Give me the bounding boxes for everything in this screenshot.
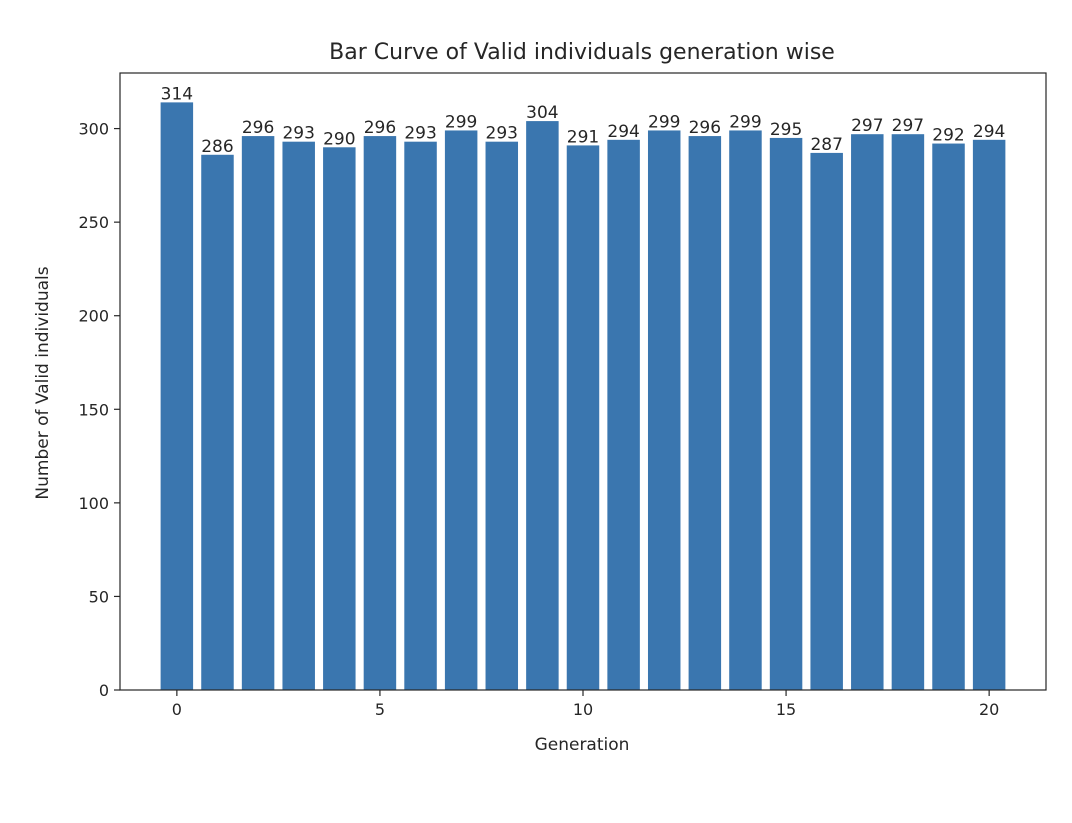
bar	[363, 136, 397, 690]
bar-value-label: 304	[526, 103, 558, 123]
x-tick-label: 20	[979, 700, 999, 719]
x-tick-label: 5	[375, 700, 385, 719]
bar	[323, 147, 356, 691]
chart-title: Bar Curve of Valid individuals generatio…	[329, 40, 835, 65]
bar	[485, 141, 519, 690]
bar-value-label: 296	[689, 118, 721, 138]
bar-value-label: 314	[161, 84, 193, 104]
y-tick-label: 300	[78, 120, 109, 139]
bar	[769, 137, 803, 690]
bar-value-label: 293	[404, 124, 436, 144]
bar	[282, 141, 315, 690]
bar	[607, 139, 640, 690]
bar	[566, 145, 600, 691]
bar-value-label: 293	[282, 124, 314, 144]
bar-value-label: 294	[973, 122, 1005, 142]
bar	[688, 136, 722, 690]
bar-value-label: 296	[242, 118, 274, 138]
x-tick-label: 0	[172, 700, 182, 719]
bar-value-label: 297	[892, 116, 924, 136]
bar-value-label: 299	[445, 112, 477, 132]
bar	[891, 134, 925, 690]
bar-value-label: 291	[567, 127, 599, 147]
x-tick-label: 15	[776, 700, 796, 719]
bar-value-label: 290	[323, 129, 355, 149]
bar-value-label: 294	[607, 122, 639, 142]
bar-value-label: 295	[770, 120, 802, 140]
bar-value-label: 297	[851, 116, 883, 136]
y-tick-label: 150	[78, 400, 109, 419]
bar	[526, 121, 559, 691]
bar	[932, 143, 965, 691]
bar	[201, 154, 234, 690]
bar	[972, 139, 1006, 690]
y-tick-label: 100	[78, 494, 109, 513]
bar-value-label: 296	[364, 118, 396, 138]
bar-value-label: 286	[201, 137, 233, 157]
bar-value-label: 299	[729, 112, 761, 132]
bar	[404, 141, 437, 690]
bar	[729, 130, 762, 690]
plot-area: 314 286 296 293 290 296 293 299 293 304 291 294 299 2…	[78, 72, 1047, 719]
bar	[647, 130, 681, 690]
bar	[810, 152, 843, 690]
bar-value-label: 287	[810, 135, 842, 155]
x-tick-label: 10	[573, 700, 593, 719]
y-axis-label: Number of Valid individuals	[33, 266, 53, 499]
bar	[444, 130, 478, 690]
bar	[241, 136, 275, 690]
y-tick-label: 250	[78, 213, 109, 232]
y-tick-label: 50	[89, 587, 109, 606]
bar-value-label: 293	[486, 124, 518, 144]
bar	[160, 102, 194, 690]
bar	[851, 134, 884, 690]
bar-value-label: 299	[648, 112, 680, 132]
y-tick-label: 0	[99, 681, 109, 700]
x-axis-label: Generation	[535, 735, 630, 755]
y-tick-label: 200	[78, 307, 109, 326]
bar-value-label: 292	[932, 126, 964, 146]
